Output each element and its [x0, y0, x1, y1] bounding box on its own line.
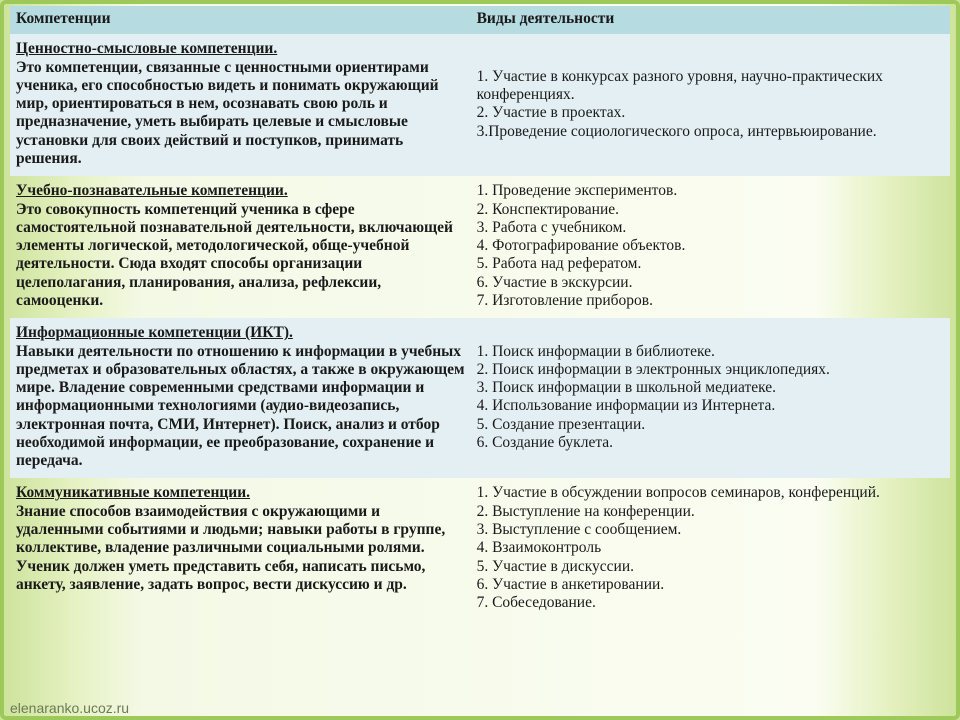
activities-cell: 1. Участие в обсуждении вопросов семинар…	[471, 478, 950, 620]
competency-body: Это компетенции, связанные с ценностными…	[16, 59, 439, 167]
activity-item: 2. Поиск информации в электронных энцикл…	[477, 361, 944, 379]
competency-cell: Информационные компетенции (ИКТ). Навыки …	[10, 318, 471, 478]
activity-item: 3. Выступление с сообщением.	[477, 521, 944, 539]
competency-title: Информационные компетенции (ИКТ).	[16, 324, 293, 341]
competency-body: Это совокупность компетенций ученика в с…	[16, 201, 453, 309]
competency-cell: Коммуникативные компетенции. Знание спосо…	[10, 478, 471, 620]
activity-item: 1. Проведение экспериментов.	[477, 182, 944, 200]
footer-credit: elenaranko.ucoz.ru	[10, 700, 129, 716]
slide-sheet: Компетенции Виды деятельности Ценностно-…	[10, 6, 950, 698]
activity-item: 3. Работа с учебником.	[477, 219, 944, 237]
activity-item: 2. Конспектирование.	[477, 201, 944, 219]
activity-item: 4. Использование информации из Интернета…	[477, 397, 944, 415]
activity-item: 1. Поиск информации в библиотеке.	[477, 343, 944, 361]
activity-item: 6. Участие в анкетировании.	[477, 576, 944, 594]
activity-item: 1. Участие в обсуждении вопросов семинар…	[477, 484, 944, 502]
activity-item: 5. Работа над рефератом.	[477, 255, 944, 273]
competency-cell: Учебно-познавательные компетенции. Это со…	[10, 176, 471, 318]
competency-cell: Ценностно-смысловые компетенции. Это комп…	[10, 34, 471, 176]
activity-item: 2. Участие в проектах.	[477, 104, 944, 122]
activity-item: 1. Участие в конкурсах разного уровня, н…	[477, 68, 944, 105]
competency-title: Коммуникативные компетенции.	[16, 484, 250, 501]
table-header-row: Компетенции Виды деятельности	[10, 6, 950, 34]
activity-item: 4. Взаимоконтроль	[477, 539, 944, 557]
table-row: Ценностно-смысловые компетенции. Это комп…	[10, 34, 950, 176]
table-row: Учебно-познавательные компетенции. Это со…	[10, 176, 950, 318]
activity-item: 7. Собеседование.	[477, 594, 944, 612]
col-header-competencies: Компетенции	[10, 6, 471, 34]
competency-title: Ценностно-смысловые компетенции.	[16, 40, 277, 57]
activity-item: 5. Создание презентации.	[477, 416, 944, 434]
activity-item: 2. Выступление на конференции.	[477, 503, 944, 521]
activity-item: 3.Проведение социологического опроса, ин…	[477, 123, 944, 141]
competencies-table: Компетенции Виды деятельности Ценностно-…	[10, 6, 950, 620]
table-row: Информационные компетенции (ИКТ). Навыки …	[10, 318, 950, 478]
activity-item: 7. Изготовление приборов.	[477, 292, 944, 310]
activity-item: 6. Создание буклета.	[477, 434, 944, 452]
activity-item: 3. Поиск информации в школьной медиатеке…	[477, 379, 944, 397]
activity-item: 4. Фотографирование объектов.	[477, 237, 944, 255]
activities-cell: 1. Участие в конкурсах разного уровня, н…	[471, 34, 950, 176]
activities-cell: 1. Проведение экспериментов.2. Конспекти…	[471, 176, 950, 318]
activity-item: 5. Участие в дискуссии.	[477, 558, 944, 576]
competency-body: Навыки деятельности по отношению к инфор…	[16, 343, 465, 470]
competency-title: Учебно-познавательные компетенции.	[16, 182, 288, 199]
col-header-activities: Виды деятельности	[471, 6, 950, 34]
competency-body: Знание способов взаимодействия с окружаю…	[16, 503, 445, 593]
table-row: Коммуникативные компетенции. Знание спосо…	[10, 478, 950, 620]
activities-cell: 1. Поиск информации в библиотеке.2. Поис…	[471, 318, 950, 478]
activity-item: 6. Участие в экскурсии.	[477, 274, 944, 292]
